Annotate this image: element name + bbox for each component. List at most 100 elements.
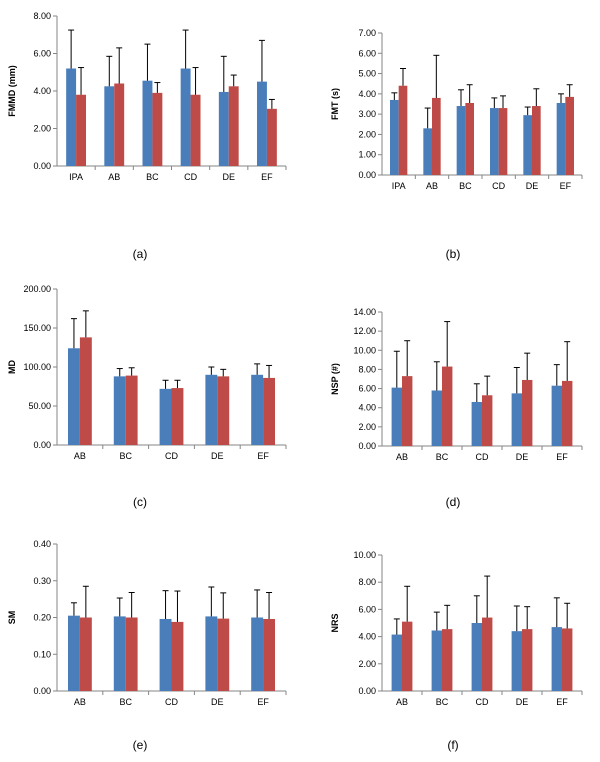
y-tick-label: 2.00 <box>358 422 376 432</box>
chart-panel-f: 0.00 2.00 4.00 6.00 8.00 10.00 NRS AB BC CD DE EF (… <box>300 508 600 762</box>
panel-label-f: (f) <box>447 738 459 752</box>
x-tick-label: DE <box>526 181 539 191</box>
y-tick-label: 1.00 <box>358 150 376 160</box>
y-tick-label: 14.00 <box>353 307 376 317</box>
bar-series2-cd <box>482 395 493 446</box>
y-tick-label: 2.00 <box>33 124 51 134</box>
bar-series2-bc <box>125 375 138 445</box>
chart-panel-d: 0.00 2.00 4.00 6.00 8.00 10.00 12.00 14.00 NSP (… <box>300 254 600 509</box>
chart-svg-e: 0.00 0.10 0.20 0.30 0.40 SM AB BC CD DE EF <box>7 539 287 707</box>
chart-svg-c: 0.00 50.00 100.00 150.00 200.00 MD AB BC CD DE EF <box>7 284 287 461</box>
bar-series1-ef <box>551 627 562 691</box>
y-axis-label: FMT (s) <box>330 88 340 120</box>
y-tick-label: 3.00 <box>358 109 376 119</box>
bar-series1-bc <box>113 616 126 691</box>
x-tick-label: AB <box>396 697 408 707</box>
x-tick-label: AB <box>396 452 408 462</box>
y-tick-label: 0.00 <box>358 441 376 451</box>
bar-series2-ef <box>263 618 276 691</box>
y-tick-label: 100.00 <box>23 362 51 372</box>
bar-series1-ef <box>256 81 267 166</box>
y-tick-label: 0.00 <box>358 170 376 180</box>
bar-series1-ab <box>67 615 80 691</box>
bar-series1-bc <box>456 106 466 175</box>
bar-series1-bc <box>113 376 126 445</box>
x-tick-label: CD <box>165 697 178 707</box>
bar-series2-ab <box>79 337 92 445</box>
bar-series1-de <box>511 393 522 446</box>
y-tick-label: 150.00 <box>23 323 51 333</box>
chart-panel-b: 0.00 1.00 2.00 3.00 4.00 5.00 6.00 7.00 FMT (s) I… <box>300 0 600 261</box>
bar-series1-cd <box>180 68 191 166</box>
x-tick-label: AB <box>426 181 438 191</box>
y-tick-label: 0.00 <box>33 161 51 171</box>
chart-svg-f: 0.00 2.00 4.00 6.00 8.00 10.00 NRS AB BC CD DE EF <box>330 550 583 707</box>
y-axis-label: SM <box>7 611 17 625</box>
x-tick-label: BC <box>436 452 449 462</box>
y-axis-label: NRS <box>330 613 340 632</box>
bar-series2-ab <box>402 376 413 446</box>
bar-series2-cd <box>171 388 184 445</box>
chart-panel-a: 0.00 2.00 4.00 6.00 8.00 FMMD (mm) IPA AB BC CD DE… <box>0 0 300 261</box>
x-tick-label: CD <box>165 451 178 461</box>
y-tick-label: 0.40 <box>33 539 51 549</box>
y-tick-label: 200.00 <box>23 284 51 294</box>
panel-label-a: (a) <box>132 247 148 261</box>
y-tick-label: 4.00 <box>358 403 376 413</box>
bar-series2-de <box>217 376 230 445</box>
bar-series1-ipa <box>66 68 77 166</box>
x-tick-label: DE <box>222 172 235 182</box>
x-tick-label: AB <box>74 451 86 461</box>
y-tick-label: 0.00 <box>33 686 51 696</box>
panel-label-b: (b) <box>445 247 461 261</box>
y-tick-label: 0.00 <box>358 686 376 696</box>
bar-series1-cd <box>159 388 172 445</box>
x-tick-label: BC <box>146 172 159 182</box>
bar-series2-ipa <box>398 85 408 175</box>
bar-series2-de <box>522 629 533 691</box>
y-axis-label: NSP (#) <box>330 363 340 395</box>
bar-series1-cd <box>159 618 172 691</box>
y-tick-label: 10.00 <box>353 550 376 560</box>
y-tick-label: 10.00 <box>353 345 376 355</box>
bar-series1-ef <box>556 102 566 175</box>
bar-series2-cd <box>498 108 508 175</box>
x-tick-label: AB <box>74 697 86 707</box>
y-tick-label: 0.10 <box>33 649 51 659</box>
y-tick-label: 8.00 <box>358 364 376 374</box>
y-tick-label: 12.00 <box>353 326 376 336</box>
chart-svg-d: 0.00 2.00 4.00 6.00 8.00 10.00 12.00 14.00 NSP (… <box>330 307 583 462</box>
bar-series2-ef <box>562 628 573 691</box>
x-tick-label: CD <box>492 181 505 191</box>
x-tick-label: IPA <box>69 172 83 182</box>
x-tick-label: EF <box>257 451 269 461</box>
x-tick-label: CD <box>476 697 489 707</box>
y-tick-label: 50.00 <box>28 401 51 411</box>
bar-series2-cd <box>190 94 201 166</box>
bar-series2-ef <box>562 380 573 446</box>
x-tick-label: AB <box>108 172 120 182</box>
bar-series1-ef <box>251 617 264 691</box>
x-tick-label: IPA <box>392 181 406 191</box>
bar-series2-bc <box>125 617 138 691</box>
bar-series1-bc <box>431 390 442 446</box>
bar-series2-ab <box>114 83 125 166</box>
x-tick-label: DE <box>516 452 529 462</box>
y-axis-label: MD <box>7 360 17 374</box>
bar-series2-bc <box>465 102 474 175</box>
panel-label-c: (c) <box>133 495 147 509</box>
x-tick-label: CD <box>184 172 197 182</box>
y-tick-label: 8.00 <box>358 577 376 587</box>
chart-svg-a: 0.00 2.00 4.00 6.00 8.00 FMMD (mm) IPA AB BC CD DE… <box>7 11 287 182</box>
x-tick-label: DE <box>211 697 224 707</box>
bar-series2-ab <box>402 621 413 691</box>
y-tick-label: 2.00 <box>358 659 376 669</box>
bar-series1-cd <box>471 401 482 446</box>
bar-series2-ipa <box>76 94 87 166</box>
bar-series1-cd <box>490 108 499 175</box>
bar-series1-bc <box>431 630 442 691</box>
bar-series1-de <box>205 616 218 691</box>
y-tick-label: 6.00 <box>358 604 376 614</box>
chart-panel-c: 0.00 50.00 100.00 150.00 200.00 MD AB BC CD DE EF … <box>0 254 300 509</box>
x-tick-label: CD <box>476 452 489 462</box>
